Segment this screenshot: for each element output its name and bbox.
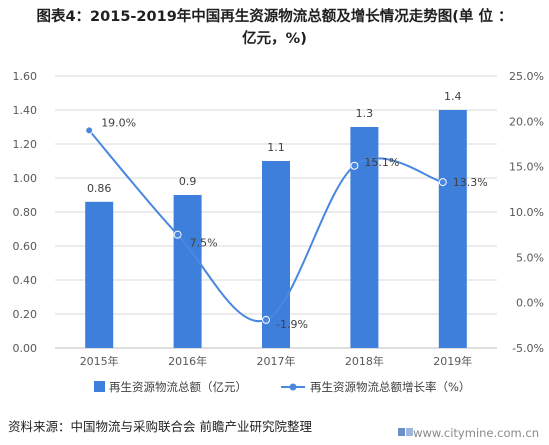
x-tick-label: 2017年 <box>257 354 296 368</box>
growth-rate-point <box>350 161 359 170</box>
y-left-tick-label: 1.00 <box>13 172 38 185</box>
growth-rate-point <box>262 315 270 324</box>
legend-bar-label: 再生资源物流总额（亿元） <box>109 380 247 394</box>
chart-title-line1: 图表4：2015-2019年中国再生资源物流总额及增长情况走势图(单 位 ： <box>36 9 513 25</box>
y-right-tick-label: 5.0% <box>516 251 544 264</box>
y-left-tick-label: 0.80 <box>13 206 38 219</box>
y-right-tick-label: 15.0% <box>509 161 544 174</box>
y-left-tick-label: 1.20 <box>13 138 38 151</box>
y-left-tick-label: 0.40 <box>13 274 38 287</box>
growth-rate-label: -1.9% <box>276 318 308 331</box>
y-left-tick-label: 0.60 <box>13 240 38 253</box>
y-left-tick-label: 0.00 <box>13 342 38 355</box>
x-tick-label: 2019年 <box>433 354 472 368</box>
growth-rate-label: 15.1% <box>364 156 399 169</box>
bar-value-label: 0.86 <box>87 182 112 195</box>
site-url: www.citymine.com.cn <box>413 426 539 440</box>
x-tick-label: 2016年 <box>168 354 207 368</box>
y-left-tick-label: 0.20 <box>13 308 38 321</box>
x-tick-label: 2015年 <box>80 354 119 368</box>
y-right-tick-label: 20.0% <box>509 115 544 128</box>
bar-value-label: 1.1 <box>267 141 285 154</box>
growth-rate-point <box>173 230 182 239</box>
legend-bar-swatch <box>94 381 105 392</box>
bar-value-label: 1.3 <box>356 107 374 120</box>
y-right-tick-label: 25.0% <box>509 70 544 83</box>
chart-title-line2: 亿元，%) <box>242 31 307 47</box>
growth-rate-point <box>85 126 94 135</box>
legend-line-marker <box>289 383 297 391</box>
y-right-tick-label: 0.0% <box>516 297 544 310</box>
y-left-tick-label: 1.40 <box>13 104 38 117</box>
y-right-tick-label: -5.0% <box>512 342 544 355</box>
y-right-tick-label: 10.0% <box>509 206 544 219</box>
site-logo-icon <box>398 428 413 436</box>
bar <box>438 110 467 348</box>
bar-value-label: 1.4 <box>444 90 462 103</box>
bar <box>173 195 202 348</box>
growth-rate-label: 19.0% <box>101 116 136 129</box>
legend-line-label: 再生资源物流总额增长率（%） <box>310 380 470 394</box>
growth-rate-label: 7.5% <box>190 237 218 250</box>
source-note: 资料来源：中国物流与采购联合会 前瞻产业研究院整理 <box>8 419 312 434</box>
y-left-tick-label: 1.60 <box>13 70 38 83</box>
growth-rate-label: 13.3% <box>453 176 488 189</box>
bar <box>85 201 114 348</box>
chart-title: 图表4：2015-2019年中国再生资源物流总额及增长情况走势图(单 位 ： 亿… <box>0 6 549 50</box>
x-tick-label: 2018年 <box>345 354 384 368</box>
growth-rate-point <box>438 178 447 187</box>
bar-value-label: 0.9 <box>179 175 197 188</box>
